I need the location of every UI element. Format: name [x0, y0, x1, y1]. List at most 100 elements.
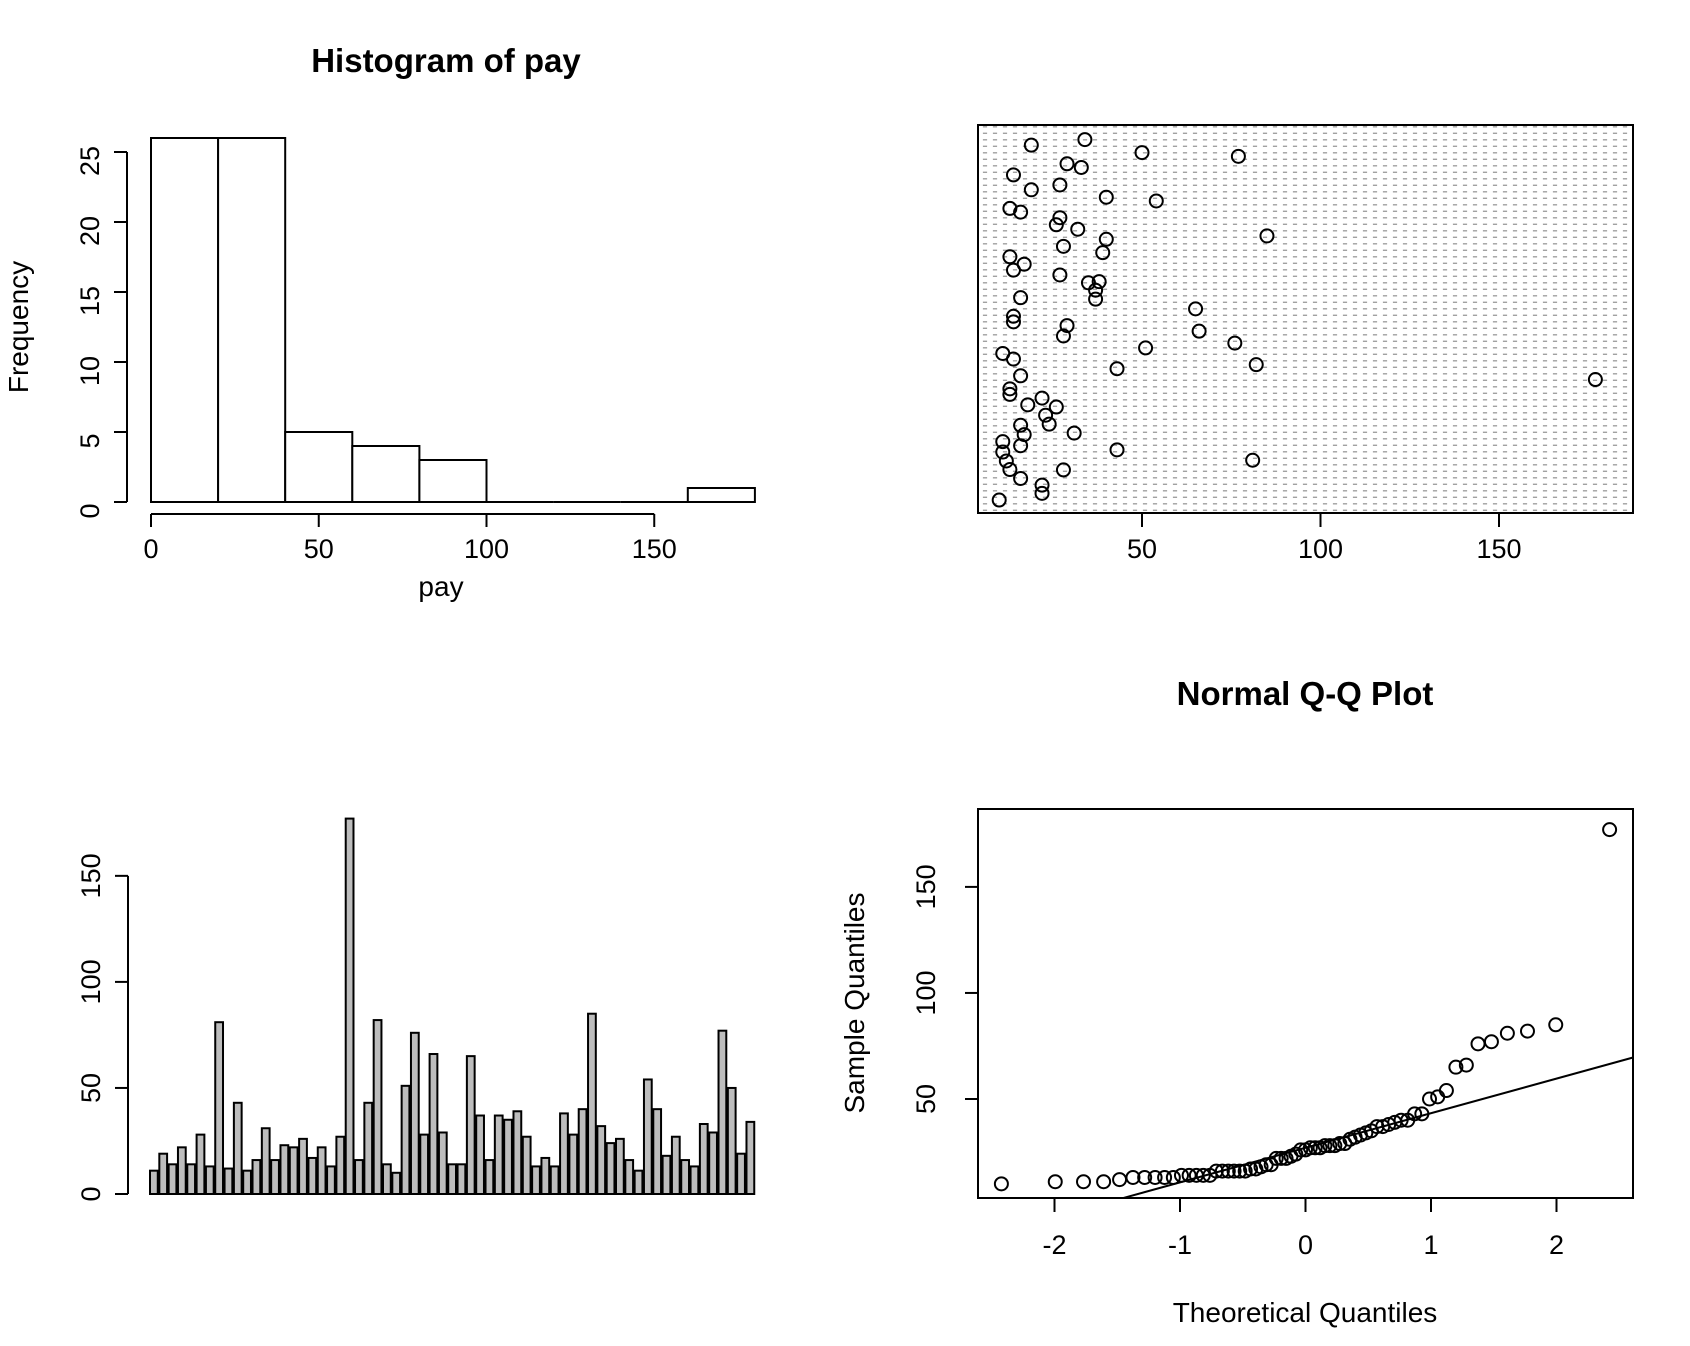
stripchart-point — [1002, 381, 1018, 397]
stripchart-point — [1034, 390, 1050, 406]
stripchart-x-tick-label: 50 — [1127, 534, 1157, 564]
stripchart-point — [1070, 221, 1086, 237]
qqplot-point — [1393, 1112, 1409, 1128]
barplot-bar — [680, 1159, 691, 1195]
qqplot-point — [1317, 1138, 1333, 1154]
barplot-y-tick-label: 150 — [76, 853, 106, 898]
histogram-bar — [686, 487, 756, 503]
barplot-bar — [615, 1137, 625, 1196]
histogram-bar — [217, 137, 287, 503]
qqplot-box — [977, 808, 1634, 1199]
barplot-bar — [279, 1144, 290, 1196]
barplot-bar — [596, 1125, 607, 1196]
barplot-bar — [204, 1165, 215, 1196]
barplot-plot-area: 0 50 100 150 — [76, 817, 756, 1202]
histogram-x-tick-label: 100 — [464, 534, 509, 564]
histogram-bar — [351, 445, 421, 503]
barplot-bar — [605, 1142, 616, 1195]
stripchart-point — [1005, 167, 1021, 183]
qqplot-point — [1414, 1106, 1430, 1122]
stripchart-point — [1059, 156, 1075, 172]
stripchart-point — [1066, 425, 1082, 441]
histogram-xlabel: pay — [418, 571, 463, 602]
barplot-bar — [689, 1165, 700, 1196]
barplot-bar — [195, 1133, 206, 1196]
barplot-bar — [531, 1165, 541, 1196]
stripchart-point — [1013, 368, 1029, 384]
stripchart-point — [1002, 386, 1018, 402]
stripchart-point — [1005, 314, 1021, 330]
barplot-bar — [736, 1152, 746, 1196]
barplot-bar — [288, 1146, 299, 1196]
stripchart-point — [1077, 132, 1093, 148]
stripchart-point — [1138, 340, 1154, 356]
barplot-bar — [307, 1156, 318, 1195]
stripchart-point — [1098, 189, 1114, 205]
stripchart-point — [1091, 274, 1107, 290]
barplot-bar — [437, 1131, 448, 1195]
panel-qqplot: -2 -1 0 1 2 50 100 150 Normal Q-Q Plot Theoreti… — [839, 675, 1634, 1328]
histogram-y-tick-label: 15 — [75, 286, 105, 316]
barplot-bar — [354, 1159, 364, 1195]
stripchart-point — [995, 444, 1011, 460]
qqplot-point — [1519, 1023, 1535, 1039]
qqplot-point — [1147, 1169, 1163, 1185]
stripchart-x-tick-label: 100 — [1298, 534, 1343, 564]
barplot-bar — [633, 1169, 644, 1195]
stripchart-box — [977, 124, 1634, 514]
barplot-bar — [717, 1029, 728, 1195]
qqplot-point — [1232, 1163, 1248, 1179]
qqplot-y-tick-label: 50 — [911, 1084, 941, 1114]
qqplot-point — [1243, 1161, 1259, 1177]
stripchart-point — [1005, 351, 1021, 367]
qqplot-x-tick-label: -2 — [1042, 1230, 1066, 1260]
stripchart-point — [1048, 399, 1064, 415]
barplot-bar — [484, 1159, 495, 1195]
barplot-bar — [372, 1019, 383, 1195]
stripchart-point — [1073, 159, 1089, 175]
barplot-bar — [409, 1031, 420, 1195]
stripchart-point — [1109, 442, 1125, 458]
stripchart-point — [1013, 204, 1029, 220]
barplot-bar — [726, 1086, 737, 1195]
barplot-bar — [270, 1159, 280, 1195]
stripchart-point — [1020, 397, 1036, 413]
stripchart-point — [1016, 427, 1032, 443]
histogram-ylabel: Frequency — [3, 261, 34, 393]
barplot-bar — [149, 1169, 159, 1195]
barplot-bar — [670, 1135, 681, 1196]
qqplot-point — [1322, 1138, 1338, 1154]
histogram-bar — [284, 431, 354, 503]
barplot-bar — [391, 1171, 402, 1196]
barplot-bar — [382, 1163, 392, 1196]
barplot-bar — [326, 1165, 336, 1196]
barplot-bar — [652, 1108, 663, 1196]
barplot-bar — [745, 1120, 756, 1195]
qqplot-point — [1448, 1059, 1464, 1075]
histogram-y-tick-label: 25 — [75, 146, 105, 176]
barplot-bar — [475, 1114, 485, 1195]
qqplot-point — [1047, 1174, 1063, 1190]
barplot-bar — [186, 1163, 197, 1196]
stripchart-point — [1013, 470, 1029, 486]
barplot-bar — [232, 1101, 243, 1195]
barplot-bar — [447, 1163, 458, 1196]
barplot-bar — [242, 1169, 252, 1195]
stripchart-point — [1095, 245, 1111, 261]
barplot-bar — [624, 1159, 635, 1195]
qqplot-point — [1302, 1140, 1318, 1156]
barplot-bar — [512, 1110, 523, 1196]
stripchart-point — [1587, 372, 1603, 388]
qqplot-point — [1293, 1142, 1309, 1158]
barplot-y-tick-label: 100 — [76, 959, 106, 1004]
barplot-bar — [223, 1167, 234, 1195]
qqplot-point — [1499, 1025, 1515, 1041]
stripchart-point — [1191, 323, 1207, 339]
barplot-bar — [503, 1118, 513, 1196]
stripchart-point — [1134, 145, 1150, 161]
panel-barplot: 0 50 100 150 — [76, 817, 756, 1202]
barplot-bar — [298, 1137, 308, 1196]
qqplot-point — [1214, 1163, 1230, 1179]
stripchart-point — [1052, 267, 1068, 283]
barplot-bar — [428, 1053, 439, 1196]
